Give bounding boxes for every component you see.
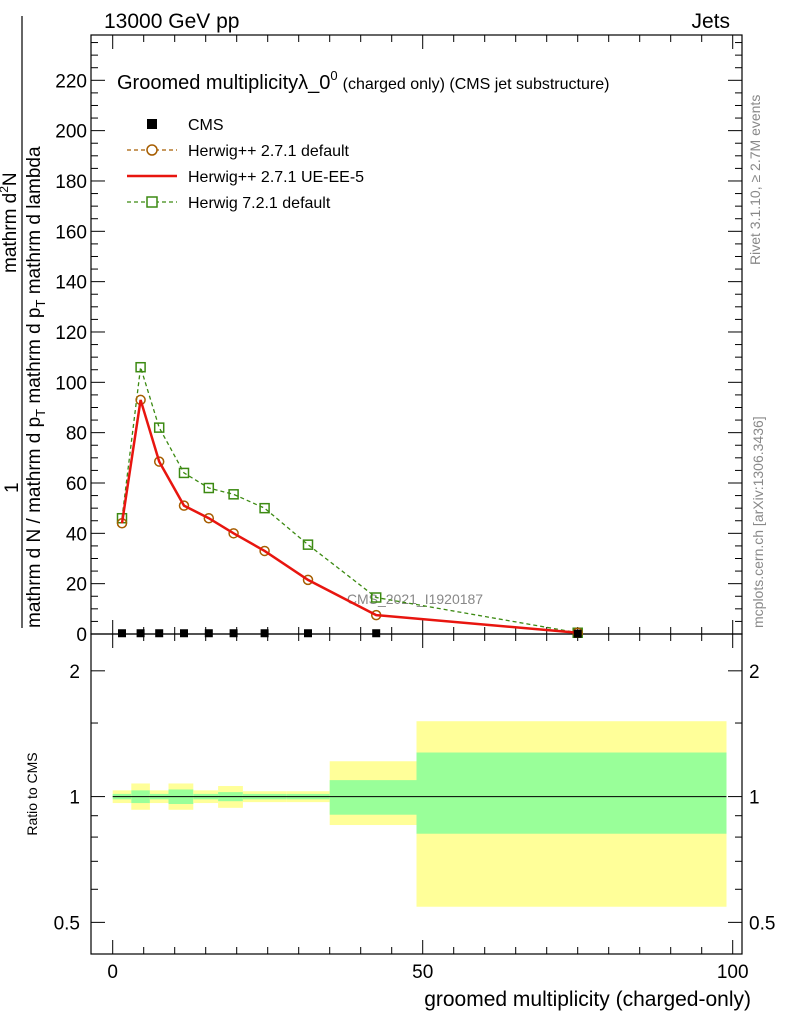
y-tick-label: 0: [76, 625, 87, 646]
ratio-tick-label-right: 2: [749, 662, 760, 683]
series-point: [203, 482, 215, 494]
y-tick-label: 20: [66, 575, 87, 596]
series-point: [304, 629, 312, 638]
series-point: [155, 629, 164, 638]
header-jets-label: Jets: [691, 10, 730, 33]
ratio-tick-label-right: 0.5: [749, 913, 775, 934]
series-point: [135, 361, 146, 373]
x-tick-label: 50: [412, 962, 433, 983]
series-point: [203, 512, 215, 524]
ylabel-den-1: mathrm d N / mathrm d pT mathrm d pT mat…: [24, 146, 48, 628]
series-point: [260, 629, 269, 638]
series-point: [302, 574, 314, 586]
series-line: [121, 367, 578, 634]
ylabel-num-2: mathrm d2N: [0, 172, 21, 273]
ratio-tick-label: 2: [69, 662, 80, 683]
series-line: [120, 399, 578, 634]
series-point: [178, 467, 190, 479]
ratio-tick-label: 0.5: [54, 913, 80, 934]
series-point: [228, 528, 239, 539]
chart-title: Groomed multiplicityλ_00(charged only) (…: [117, 68, 609, 94]
series-point: [372, 629, 381, 638]
series-point: [136, 629, 145, 638]
series-point: [180, 629, 188, 638]
legend-label: Herwig 7.2.1 default: [188, 195, 331, 212]
y-tick-label: 200: [55, 122, 87, 143]
ratio-tick-label-right: 1: [749, 788, 760, 809]
y-tick-label: 180: [55, 172, 87, 193]
x-tick-label: 0: [107, 962, 118, 983]
y-tick-label: 140: [55, 273, 87, 294]
y-tick-label: 80: [66, 424, 87, 445]
ratio-bands: [112, 721, 727, 907]
rivet-version-label: Rivet 3.1.10, ≥ 2.7M events: [747, 95, 763, 265]
y-tick-label: 120: [55, 323, 87, 344]
legend: CMS Herwig++ 2.7.1 default Herwig++ 2.7.1 …: [127, 117, 364, 212]
series-point: [259, 502, 270, 514]
ylabel-num-1: 1: [2, 482, 23, 493]
ratio-axes: 0.5 0.5 1 1 2 2: [54, 662, 776, 935]
series-point: [573, 629, 582, 638]
y-tick-label: 160: [55, 222, 87, 243]
series-point: [228, 489, 239, 500]
series-point: [204, 629, 213, 638]
series-point: [153, 456, 165, 467]
x-axis: 0 50 100: [107, 35, 749, 983]
x-axis-label: groomed multiplicity (charged-only): [424, 988, 751, 1011]
legend-label: Herwig++ 2.7.1 UE-EE-5: [188, 169, 364, 186]
series-point: [259, 545, 270, 557]
y-tick-label: 100: [55, 373, 87, 394]
legend-marker: [147, 119, 157, 129]
series-point: [229, 629, 238, 638]
y-tick-label: 220: [55, 71, 87, 92]
legend-label: Herwig++ 2.7.1 default: [188, 143, 350, 160]
series-point: [302, 539, 314, 550]
y-tick-label: 60: [66, 474, 87, 495]
ratio-tick-label: 1: [69, 788, 80, 809]
series-point: [178, 500, 190, 511]
y-tick-label: 40: [66, 524, 87, 545]
series-point: [153, 422, 165, 433]
ratio-plot-frame: [90, 633, 743, 955]
watermark-label: CMS_2021_I1920187: [347, 591, 483, 607]
x-tick-label: 100: [717, 962, 749, 983]
main-axes: 0 20 40 60 80 100 120 140 160 180 200 220: [55, 42, 742, 646]
series-point: [370, 592, 382, 603]
header-energy-label: 13000 GeV pp: [104, 10, 239, 33]
series-point: [118, 629, 126, 638]
series-layer: [116, 361, 583, 638]
legend-marker: [146, 196, 158, 208]
legend-label: CMS: [188, 117, 224, 134]
ratio-stat-band: [416, 752, 727, 834]
mcplots-label: mcplots.cern.ch [arXiv:1306.3436]: [750, 416, 766, 628]
legend-marker: [146, 144, 158, 156]
y-axis-label-main: mathrm d N / mathrm d pT mathrm d pT mat…: [0, 16, 48, 628]
y-axis-label-ratio: Ratio to CMS: [24, 752, 40, 835]
ratio-stat-band: [329, 780, 417, 815]
